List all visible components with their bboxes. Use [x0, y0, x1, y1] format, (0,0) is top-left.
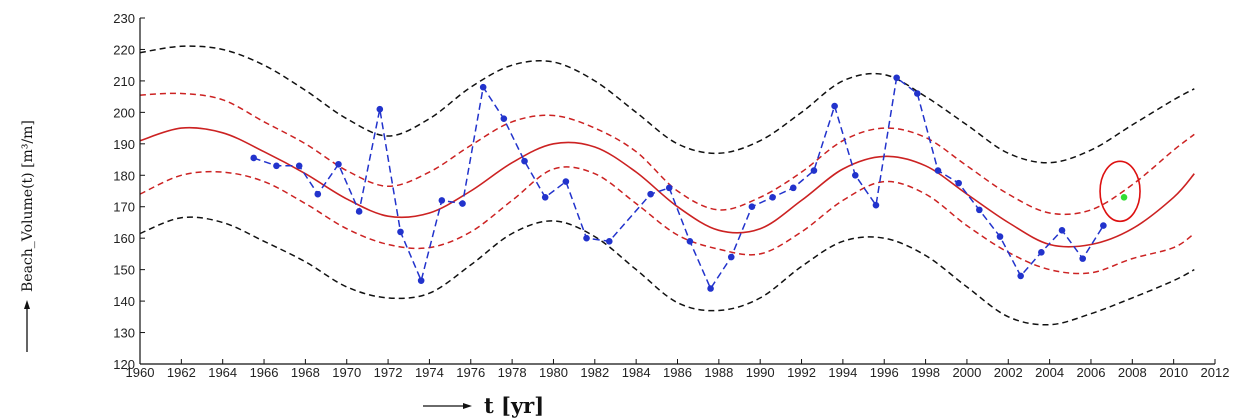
- x-axis-arrow-head: [463, 403, 472, 409]
- highlight-layer: [1099, 160, 1141, 223]
- y-tick-label: 130: [113, 326, 135, 341]
- y-tick-label: 170: [113, 200, 135, 215]
- y-axis-title-group: Beach_Volume(t) [m³/m]: [20, 120, 36, 352]
- x-axis-title-group: t [yr]: [423, 393, 544, 418]
- observation-point: [314, 190, 322, 198]
- observation-point: [914, 90, 921, 97]
- series-line-outer-upper: [139, 45, 1195, 164]
- x-tick-label: 1960: [126, 365, 155, 380]
- observation-point: [583, 234, 590, 242]
- x-tick-label: 1984: [622, 365, 651, 380]
- highlight-circle: [1099, 160, 1141, 223]
- x-tick-label: 2012: [1201, 365, 1230, 380]
- observation-point: [851, 171, 859, 179]
- x-tick-label: 1982: [580, 365, 609, 380]
- y-axis-title: Beach_Volume(t) [m³/m]: [20, 120, 36, 292]
- x-tick-label: 2006: [1077, 365, 1106, 380]
- y-tick-label: 160: [113, 231, 135, 246]
- series-line-inner-upper: [139, 92, 1195, 216]
- observation-point: [748, 203, 756, 211]
- x-tick-label: 2004: [1035, 365, 1064, 380]
- x-tick-label: 1974: [415, 365, 444, 380]
- observation-point: [397, 228, 404, 236]
- x-tick-label: 1962: [167, 365, 196, 380]
- observation-point: [500, 115, 508, 122]
- x-tick-label: 1968: [291, 365, 320, 380]
- observation-point: [955, 179, 962, 187]
- x-tick-label: 1964: [208, 365, 237, 380]
- observation-point: [295, 162, 303, 170]
- observation-point: [810, 167, 818, 174]
- observation-point: [541, 193, 549, 201]
- observation-point: [250, 154, 258, 162]
- observation-point: [789, 184, 797, 192]
- observation-point: [647, 190, 654, 198]
- y-tick-label: 120: [113, 357, 135, 372]
- x-tick-label: 1998: [911, 365, 940, 380]
- x-tick-label: 2000: [952, 365, 981, 380]
- y-tick-label: 200: [113, 105, 135, 120]
- observation-point: [1038, 249, 1045, 256]
- x-tick-label: 1992: [787, 365, 816, 380]
- y-tick-label: 220: [113, 42, 135, 57]
- observation-point: [727, 253, 735, 261]
- observation-point: [438, 197, 446, 204]
- observation-point: [1058, 227, 1066, 234]
- x-tick-label: 1994: [828, 365, 857, 380]
- observation-point: [417, 277, 425, 284]
- observation-point: [707, 285, 714, 292]
- series-line-fit: [139, 126, 1195, 248]
- curves-layer: [139, 45, 1195, 326]
- x-tick-label: 1988: [704, 365, 733, 380]
- observation-point: [562, 178, 570, 185]
- observation-point: [376, 105, 384, 113]
- observation-point: [479, 83, 487, 91]
- x-tick-label: 1972: [374, 365, 403, 380]
- observation-point: [769, 193, 776, 201]
- y-ticks: 120 130 140 150 160 170 180 190 200 210 220 230: [113, 11, 145, 372]
- observation-point: [996, 233, 1004, 240]
- observation-point: [335, 160, 342, 168]
- observation-point: [459, 200, 466, 207]
- y-tick-label: 190: [113, 137, 135, 152]
- x-tick-label: 1966: [250, 365, 279, 380]
- observations-layer: [250, 74, 1107, 292]
- y-tick-label: 230: [113, 11, 135, 26]
- observation-point: [355, 208, 363, 215]
- y-tick-label: 210: [113, 74, 135, 89]
- observation-point: [893, 74, 900, 82]
- x-tick-label: 2002: [994, 365, 1023, 380]
- series-line-outer-lower: [139, 216, 1195, 326]
- observation-point: [1100, 222, 1107, 229]
- x-tick-label: 1978: [498, 365, 527, 380]
- x-tick-label: 1990: [746, 365, 775, 380]
- observation-point: [831, 102, 838, 110]
- observation-point: [872, 201, 880, 209]
- x-tick-label: 2010: [1159, 365, 1188, 380]
- observation-point: [273, 162, 280, 170]
- x-tick-label: 2008: [1118, 365, 1147, 380]
- y-tick-label: 180: [113, 168, 135, 183]
- x-tick-label: 1986: [663, 365, 692, 380]
- observation-point: [934, 167, 942, 174]
- x-tick-label: 1970: [332, 365, 361, 380]
- observation-point: [521, 157, 528, 165]
- x-tick-label: 1976: [456, 365, 485, 380]
- observation-point: [665, 184, 673, 192]
- y-axis-arrow-head: [24, 300, 30, 309]
- x-axis-title: t [yr]: [484, 393, 544, 418]
- series-line-inner-lower: [139, 166, 1195, 275]
- highlight-point: [1120, 193, 1128, 201]
- observation-point: [1079, 255, 1086, 262]
- observation-point: [686, 238, 694, 245]
- y-tick-label: 140: [113, 294, 135, 309]
- y-tick-label: 150: [113, 263, 135, 278]
- observation-point: [976, 206, 983, 214]
- x-ticks: 1960 1962 1964 1966 1968 1970 1972 1974 1976 1978…: [126, 359, 1230, 380]
- observation-point: [1017, 272, 1024, 280]
- x-tick-label: 1996: [870, 365, 899, 380]
- x-tick-label: 1980: [539, 365, 568, 380]
- observation-point: [605, 238, 613, 245]
